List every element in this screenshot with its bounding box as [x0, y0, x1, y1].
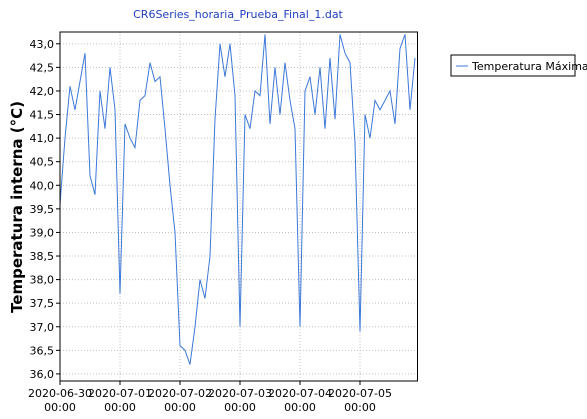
- y-tick-label: 42,5: [30, 61, 55, 74]
- x-tick-label: 2020-06-30 00:00: [28, 387, 92, 414]
- y-tick-label: 40,0: [30, 179, 55, 192]
- y-tick-label: 38,5: [30, 250, 55, 263]
- y-tick-label: 36,5: [30, 344, 55, 357]
- legend-box: [450, 54, 576, 77]
- plot-border: [59, 31, 418, 382]
- y-tick-label: 39,0: [30, 226, 55, 239]
- chart-title: CR6Series_horaria_Prueba_Final_1.dat: [133, 8, 343, 21]
- y-tick-label: 39,5: [30, 203, 55, 216]
- y-tick-label: 37,5: [30, 297, 55, 310]
- y-tick-label: 37,0: [30, 321, 55, 334]
- y-tick-label: 41,0: [30, 132, 55, 145]
- y-tick-label: 36,0: [30, 368, 55, 381]
- x-tick-label: 2020-07-03 00:00: [208, 387, 272, 414]
- y-tick-label: 38,0: [30, 274, 55, 287]
- x-tick-label: 2020-07-05 00:00: [328, 387, 392, 414]
- x-tick-label: 2020-07-02 00:00: [148, 387, 212, 414]
- y-tick-label: 43,0: [30, 38, 55, 51]
- x-tick-label: 2020-07-01 00:00: [88, 387, 152, 414]
- y-axis-label: Temperatura interna (°C): [8, 101, 26, 313]
- legend-label: Temperatura Máxima: [471, 60, 587, 73]
- y-tick-label: 41,5: [30, 109, 55, 122]
- y-tick-label: 40,5: [30, 156, 55, 169]
- y-tick-label: 42,0: [30, 85, 55, 98]
- data-line: [59, 34, 416, 365]
- x-tick-label: 2020-07-04 00:00: [268, 387, 332, 414]
